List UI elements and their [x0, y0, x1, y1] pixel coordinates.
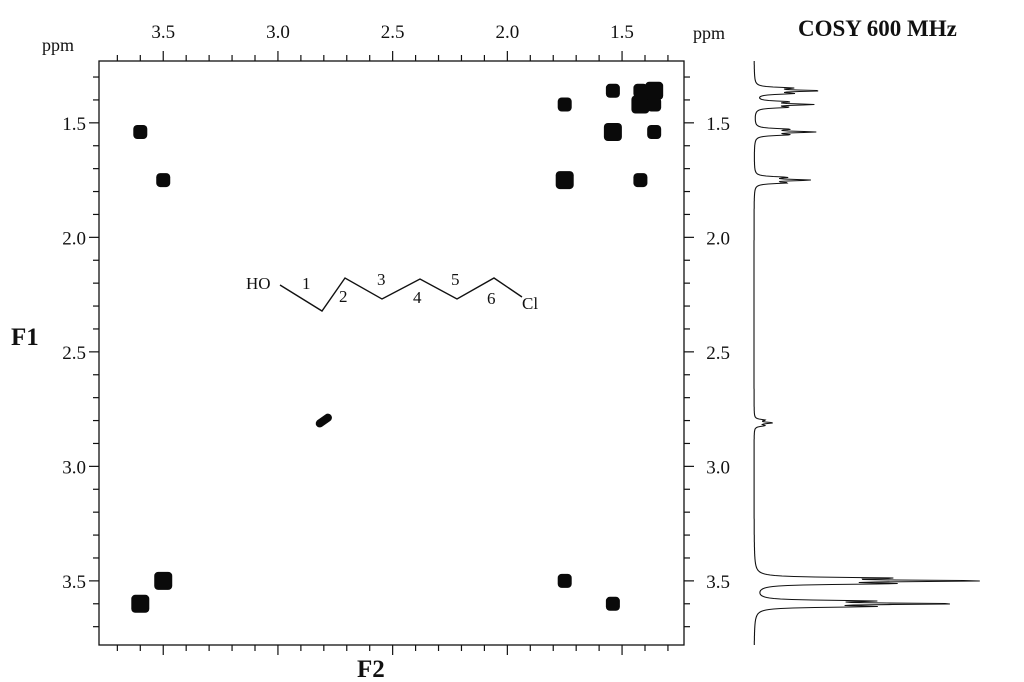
mol-c1-label: 1: [302, 274, 311, 293]
cross-peak: [645, 81, 664, 100]
y-tick-label-left: 3.5: [62, 572, 86, 593]
mol-cl-label: Cl: [522, 294, 538, 313]
y-tick-label-right: 1.5: [706, 114, 730, 135]
mol-c2-label: 2: [339, 287, 348, 306]
projection-trace: [753, 61, 980, 645]
cross-peak: [131, 594, 150, 613]
y-axis-title: F1: [11, 324, 39, 351]
x-tick-label: 1.5: [610, 22, 634, 43]
mol-c3-label: 3: [377, 270, 386, 289]
y-tick-label-left: 2.0: [62, 228, 86, 249]
axis-ticks: 3.5 3.0 2.5 2.0 1.5 1.5 1.5 2.0 2.0 2.5 2.5 3.0 3.0 3…: [62, 22, 730, 655]
cross-peak: [631, 95, 650, 114]
y-tick-label-right: 3.5: [706, 572, 730, 593]
cross-peak: [315, 413, 332, 428]
cross-peak: [133, 124, 148, 139]
chart-title: COSY 600 MHz: [798, 16, 957, 41]
mol-ho-label: HO: [246, 274, 271, 293]
cross-peak: [647, 97, 662, 112]
top-ppm-label: ppm: [42, 35, 74, 55]
cross-peaks: [131, 81, 664, 613]
y-tick-label-right: 2.0: [706, 228, 730, 249]
cross-peak: [603, 122, 622, 141]
cross-peak: [633, 173, 648, 188]
mol-c5-label: 5: [451, 270, 460, 289]
mol-c6-label: 6: [487, 289, 496, 308]
x-tick-label: 3.0: [266, 22, 290, 43]
molecule-structure: HO 1 2 3 4 5 6 Cl: [246, 270, 538, 313]
cross-peak: [557, 573, 572, 588]
cross-peak: [647, 124, 662, 139]
plot-frame: [98, 60, 685, 646]
x-tick-label: 3.5: [151, 22, 175, 43]
cross-peak: [633, 83, 648, 98]
cross-peak: [557, 97, 572, 112]
x-axis-title: F2: [357, 656, 385, 682]
cross-peak: [605, 596, 620, 611]
x-tick-label: 2.5: [381, 22, 405, 43]
cross-peak: [555, 171, 574, 190]
mol-c4-label: 4: [413, 288, 422, 307]
projection-spectrum: [753, 61, 980, 645]
x-tick-label: 2.0: [495, 22, 519, 43]
cross-peak: [156, 173, 171, 188]
y-tick-label-right: 2.5: [706, 343, 730, 364]
molecule-chain: [279, 277, 523, 312]
cross-peak: [605, 83, 620, 98]
cross-peak: [154, 571, 173, 590]
right-ppm-label: ppm: [693, 23, 725, 43]
y-tick-label-left: 2.5: [62, 343, 86, 364]
y-tick-label-right: 3.0: [706, 457, 730, 478]
y-tick-label-left: 1.5: [62, 114, 86, 135]
y-tick-label-left: 3.0: [62, 457, 86, 478]
